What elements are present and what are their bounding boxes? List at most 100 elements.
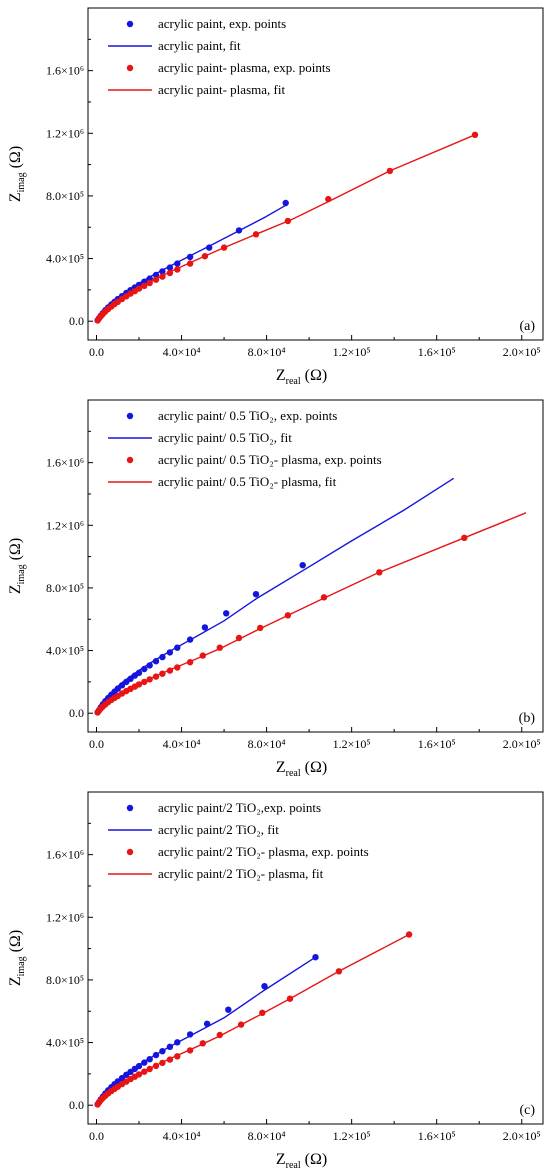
y-tick-label: 8.0×10⁵ [46,581,84,595]
series-3 [95,933,410,1106]
y-axis-title-unit: (Ω) [7,146,24,173]
x-axis-title: Zreal (Ω) [276,759,327,779]
impedance-chart-b: 0.0 4.0×10⁴ 8.0×10⁴ 1.2×10⁵ 1.6×10⁵ 2.0×10⁵ 0.… [7,399,544,779]
y-tick-label: 1.6×10⁶ [46,456,84,470]
x-tick-label: 1.2×10⁵ [333,737,371,751]
y-tick-label: 1.2×10⁶ [46,518,84,532]
x-tick-label: 0.0 [89,737,104,751]
x-tick-label: 1.6×10⁵ [418,345,456,359]
x-tick-label: 8.0×10⁴ [248,1129,286,1143]
legend-entry: acrylic paint/ 0.5 TiO₂- plasma, fit [158,474,337,489]
x-axis-title-unit: (Ω) [301,759,328,776]
legend-entry: acrylic paint/2 TiO₂,exp. points [158,800,321,815]
y-tick-label: 1.2×10⁶ [46,126,84,140]
data-point [299,562,306,569]
data-point [201,624,209,631]
plot-frame [87,399,544,733]
y-tick-label: 8.0×10⁵ [46,973,84,987]
legend-entry: acrylic paint/2 TiO₂, fit [158,822,279,837]
legend-entry: acrylic paint, exp. points [158,16,286,31]
data-point [152,658,160,665]
x-tick-label: 4.0×10⁴ [163,1129,201,1143]
legend: acrylic paint/2 TiO₂,exp. points acrylic … [108,800,369,881]
x-tick-label: 2.0×10⁵ [503,737,541,751]
y-axis-title-main: Z [7,976,24,986]
legend-entry: acrylic paint/2 TiO₂- plasma, exp. point… [158,844,369,859]
x-tick-label: 1.6×10⁵ [418,1129,456,1143]
legend-entry: acrylic paint, fit [158,38,241,53]
y-tick-label: 1.6×10⁶ [46,848,84,862]
y-tick-label: 4.0×10⁵ [46,1036,84,1050]
fit-line [95,512,527,714]
legend: acrylic paint, exp. points acrylic paint,… [108,16,331,97]
x-axis-title-main: Z [276,367,286,384]
legend-entry: acrylic paint/ 0.5 TiO₂- plasma, exp. po… [158,452,382,467]
legend-point-swatch [126,848,134,856]
plot-frame [87,7,544,341]
legend: acrylic paint/ 0.5 TiO₂, exp. points acry… [108,408,382,489]
x-tick-label: 0.0 [89,1129,104,1143]
x-tick-label: 8.0×10⁴ [248,345,286,359]
y-axis-title-sub: imag [16,564,27,584]
x-axis-title-sub: real [286,376,301,387]
y-axis-title-sub: imag [16,172,27,192]
fit-line [95,956,316,1106]
y-tick-label: 0.0 [69,314,84,328]
x-axis-title: Zreal (Ω) [276,367,327,387]
x-tick-label: 8.0×10⁴ [248,737,286,751]
y-tick-label: 1.6×10⁶ [46,64,84,78]
y-tick-label: 0.0 [69,1098,84,1112]
x-tick-label: 2.0×10⁵ [503,345,541,359]
legend-entry: acrylic paint/ 0.5 TiO₂, fit [158,430,292,445]
x-tick-label: 1.6×10⁵ [418,737,456,751]
panel-label: (c) [519,1103,535,1118]
y-axis-title-main: Z [7,192,24,202]
y-axis-title: Zimag (Ω) [7,930,27,986]
data-point [223,610,230,617]
legend-point-swatch [126,20,134,28]
legend-entry: acrylic paint- plasma, exp. points [158,60,331,75]
panel-label: (b) [519,711,536,726]
y-axis-title: Zimag (Ω) [7,146,27,202]
y-tick-label: 8.0×10⁵ [46,189,84,203]
x-axis-title: Zreal (Ω) [276,1151,327,1171]
x-tick-label: 4.0×10⁴ [163,345,201,359]
legend-point-swatch [126,412,134,420]
y-axis-title-main: Z [7,584,24,594]
fit-line [95,134,476,322]
x-axis-title-main: Z [276,1151,286,1168]
x-axis-title-main: Z [276,759,286,776]
data-point [225,1006,232,1013]
y-axis-title-sub: imag [16,956,27,976]
x-axis-title-sub: real [286,1160,301,1171]
impedance-chart-a: 0.0 4.0×10⁴ 8.0×10⁴ 1.2×10⁵ 1.6×10⁵ 2.0×10⁵ 0.… [7,7,544,387]
y-tick-label: 1.2×10⁶ [46,910,84,924]
data-point [252,591,260,598]
plot-frame [87,791,544,1125]
y-axis-title-unit: (Ω) [7,930,24,957]
series-2 [94,131,479,324]
y-tick-label: 4.0×10⁵ [46,644,84,658]
data-point [261,983,268,990]
impedance-chart-c: 0.0 4.0×10⁴ 8.0×10⁴ 1.2×10⁵ 1.6×10⁵ 2.0×10⁵ 0.… [7,791,544,1171]
panel-label: (a) [519,319,535,334]
legend-point-swatch [126,64,134,72]
x-axis-title-unit: (Ω) [301,1151,328,1168]
x-axis-title-sub: real [286,768,301,779]
series-3 [95,512,527,714]
fit-line [95,477,455,714]
x-tick-label: 1.2×10⁵ [333,345,371,359]
legend-entry: acrylic paint- plasma, fit [158,82,285,97]
fit-line [95,933,410,1106]
series-2 [94,534,468,716]
y-tick-label: 4.0×10⁵ [46,252,84,266]
y-axis-title: Zimag (Ω) [7,538,27,594]
x-tick-label: 4.0×10⁴ [163,737,201,751]
series-3 [95,134,476,322]
x-tick-label: 0.0 [89,345,104,359]
y-axis-title-unit: (Ω) [7,538,24,565]
x-tick-label: 1.2×10⁵ [333,1129,371,1143]
y-tick-label: 0.0 [69,706,84,720]
legend-point-swatch [126,804,134,812]
legend-entry: acrylic paint/ 0.5 TiO₂, exp. points [158,408,337,423]
